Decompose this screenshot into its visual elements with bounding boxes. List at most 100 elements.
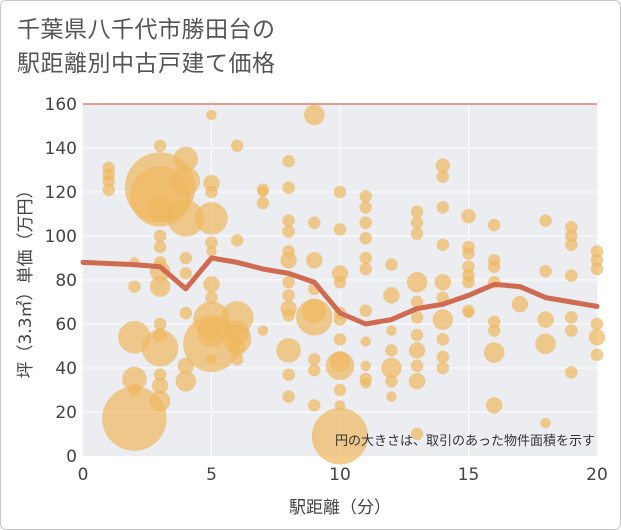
data-bubble bbox=[565, 366, 578, 379]
data-bubble bbox=[535, 333, 556, 355]
data-bubble bbox=[408, 372, 426, 390]
data-bubble bbox=[359, 304, 372, 318]
data-bubble bbox=[360, 360, 371, 372]
data-bubble bbox=[308, 352, 321, 366]
data-bubble bbox=[360, 378, 371, 389]
data-bubble bbox=[333, 223, 347, 236]
bubble-layer bbox=[102, 104, 606, 465]
y-tick-label: 120 bbox=[45, 183, 77, 203]
data-bubble bbox=[461, 208, 476, 224]
y-tick-label: 100 bbox=[45, 227, 77, 247]
data-bubble bbox=[386, 325, 397, 336]
data-bubble bbox=[483, 342, 505, 363]
data-bubble bbox=[359, 216, 372, 230]
data-bubble bbox=[487, 324, 501, 337]
data-bubble bbox=[462, 247, 475, 260]
data-bubble bbox=[540, 417, 551, 429]
data-bubble bbox=[102, 183, 115, 197]
data-bubble bbox=[436, 350, 450, 364]
y-tick-label: 60 bbox=[55, 315, 77, 335]
data-bubble bbox=[333, 383, 347, 397]
data-bubble bbox=[333, 185, 347, 199]
data-bubble bbox=[590, 348, 604, 362]
data-bubble bbox=[432, 309, 454, 330]
data-bubble bbox=[282, 390, 295, 403]
y-tick-label: 140 bbox=[45, 139, 77, 159]
data-bubble bbox=[410, 216, 424, 230]
data-bubble bbox=[565, 238, 578, 252]
data-bubble bbox=[282, 214, 295, 227]
data-bubble bbox=[436, 333, 450, 346]
data-bubble bbox=[128, 280, 141, 293]
y-tick-label: 160 bbox=[45, 95, 77, 115]
data-bubble bbox=[149, 390, 171, 412]
data-bubble bbox=[306, 251, 323, 269]
data-bubble bbox=[333, 333, 347, 346]
data-bubble bbox=[565, 311, 578, 324]
data-bubble bbox=[308, 363, 321, 377]
data-bubble bbox=[385, 258, 398, 271]
data-bubble bbox=[171, 166, 201, 196]
data-bubble bbox=[386, 391, 397, 402]
data-bubble bbox=[462, 275, 475, 289]
data-bubble bbox=[325, 351, 355, 381]
data-bubble bbox=[410, 427, 424, 441]
data-bubble bbox=[175, 370, 197, 392]
x-tick-label: 20 bbox=[586, 465, 608, 485]
data-bubble bbox=[385, 344, 398, 357]
data-bubble bbox=[282, 275, 295, 289]
data-bubble bbox=[282, 154, 295, 168]
y-tick-label: 40 bbox=[55, 359, 77, 379]
data-bubble bbox=[434, 273, 452, 291]
data-bubble bbox=[485, 397, 503, 414]
y-axis-label: 坪（3.3㎡）単価（万円） bbox=[16, 181, 36, 378]
data-bubble bbox=[511, 295, 529, 313]
data-bubble bbox=[565, 324, 578, 337]
data-bubble bbox=[179, 251, 193, 265]
data-bubble bbox=[153, 139, 167, 153]
data-bubble bbox=[385, 374, 398, 388]
data-bubble bbox=[359, 231, 372, 245]
data-bubble bbox=[304, 104, 325, 126]
data-bubble bbox=[436, 238, 450, 252]
data-bubble bbox=[333, 275, 347, 289]
data-bubble bbox=[153, 229, 167, 243]
data-bubble bbox=[410, 311, 424, 324]
data-bubble bbox=[359, 201, 372, 214]
data-bubble bbox=[410, 227, 424, 241]
data-bubble bbox=[359, 251, 372, 265]
data-bubble bbox=[410, 328, 424, 342]
data-bubble bbox=[282, 308, 295, 322]
data-bubble bbox=[487, 260, 501, 274]
data-bubble bbox=[179, 267, 193, 280]
data-bubble bbox=[539, 264, 552, 278]
data-bubble bbox=[590, 262, 604, 276]
data-bubble bbox=[308, 216, 321, 230]
data-bubble bbox=[282, 289, 295, 302]
x-axis-label: 駅距離（分） bbox=[289, 498, 391, 518]
annotation: 円の大きさは、取引のあった物件面積を示す bbox=[335, 434, 595, 449]
data-bubble bbox=[436, 170, 450, 183]
data-bubble bbox=[539, 214, 552, 227]
data-bubble bbox=[308, 399, 321, 412]
data-bubble bbox=[588, 328, 606, 346]
data-bubble bbox=[230, 352, 244, 366]
data-bubble bbox=[280, 251, 297, 269]
data-bubble bbox=[487, 218, 501, 232]
data-bubble bbox=[205, 185, 218, 199]
data-bubble bbox=[282, 181, 295, 194]
data-bubble bbox=[230, 234, 244, 247]
data-bubble bbox=[436, 361, 450, 375]
data-bubble bbox=[276, 338, 301, 363]
data-bubble bbox=[436, 201, 450, 214]
x-tick-label: 0 bbox=[78, 465, 89, 485]
data-bubble bbox=[311, 407, 369, 465]
data-bubble bbox=[537, 311, 554, 328]
data-bubble bbox=[179, 306, 193, 320]
data-bubble bbox=[257, 325, 269, 336]
x-tick-label: 15 bbox=[458, 465, 480, 485]
data-bubble bbox=[383, 287, 400, 304]
data-bubble bbox=[153, 240, 167, 254]
data-bubble bbox=[410, 205, 424, 219]
